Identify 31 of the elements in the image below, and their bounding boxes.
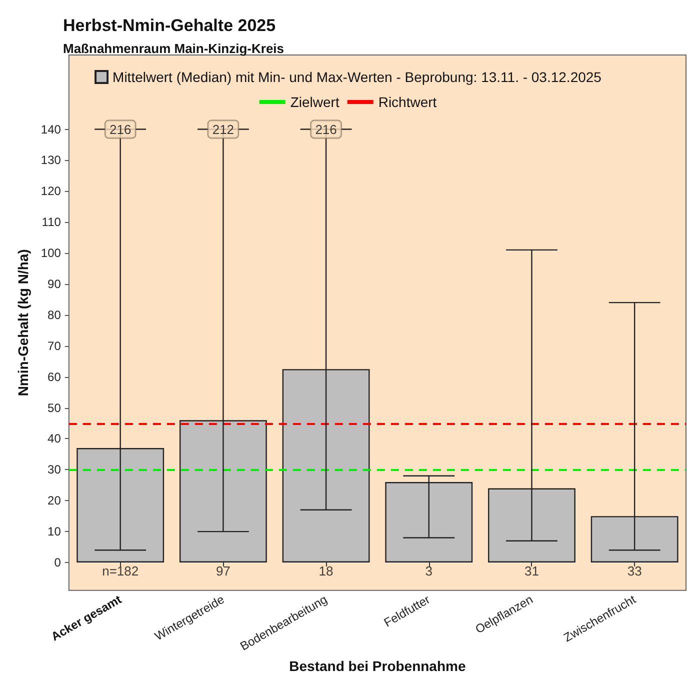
- legend-label: Mittelwert (Median) mit Min- und Max-Werten - Beprobung: 13.11. - 03.12.2025: [112, 69, 602, 85]
- annotation: 97: [216, 564, 230, 579]
- y-tick-label: 120: [40, 184, 62, 198]
- annotation: 212: [212, 122, 234, 137]
- y-tick-label: 30: [48, 462, 62, 477]
- y-axis-title: Nmin-Gehalt (kg N/ha): [15, 249, 31, 396]
- annotation: n=182: [102, 564, 139, 579]
- y-tick-label: 0: [54, 556, 62, 570]
- chart-title: Herbst-Nmin-Gehalte 2025: [63, 16, 276, 35]
- y-tick-label: 110: [42, 215, 62, 230]
- y-tick-label: 10: [48, 524, 62, 539]
- y-tick-label: 40: [48, 432, 62, 446]
- annotation: 33: [627, 564, 642, 579]
- annotation: 216: [315, 122, 337, 137]
- legend-label: Zielwert: [290, 94, 340, 110]
- x-axis-title: Bestand bei Probennahme: [289, 658, 466, 674]
- annotation: 3: [425, 564, 432, 579]
- y-tick-label: 70: [48, 338, 62, 353]
- annotation: 216: [109, 122, 132, 137]
- y-tick-label: 130: [40, 153, 62, 168]
- y-tick-label: 20: [48, 494, 62, 508]
- annotation: 31: [524, 564, 539, 579]
- y-tick-label: 60: [48, 370, 62, 384]
- y-tick-label: 90: [48, 277, 62, 291]
- annotation: 18: [318, 564, 334, 579]
- y-tick-label: 140: [40, 122, 62, 136]
- y-tick-label: 100: [40, 246, 62, 260]
- y-tick-label: 80: [48, 308, 62, 322]
- chart-subtitle: Maßnahmenraum Main-Kinzig-Kreis: [63, 41, 284, 56]
- y-tick-label: 50: [48, 400, 62, 415]
- legend-label: Richtwert: [378, 94, 437, 110]
